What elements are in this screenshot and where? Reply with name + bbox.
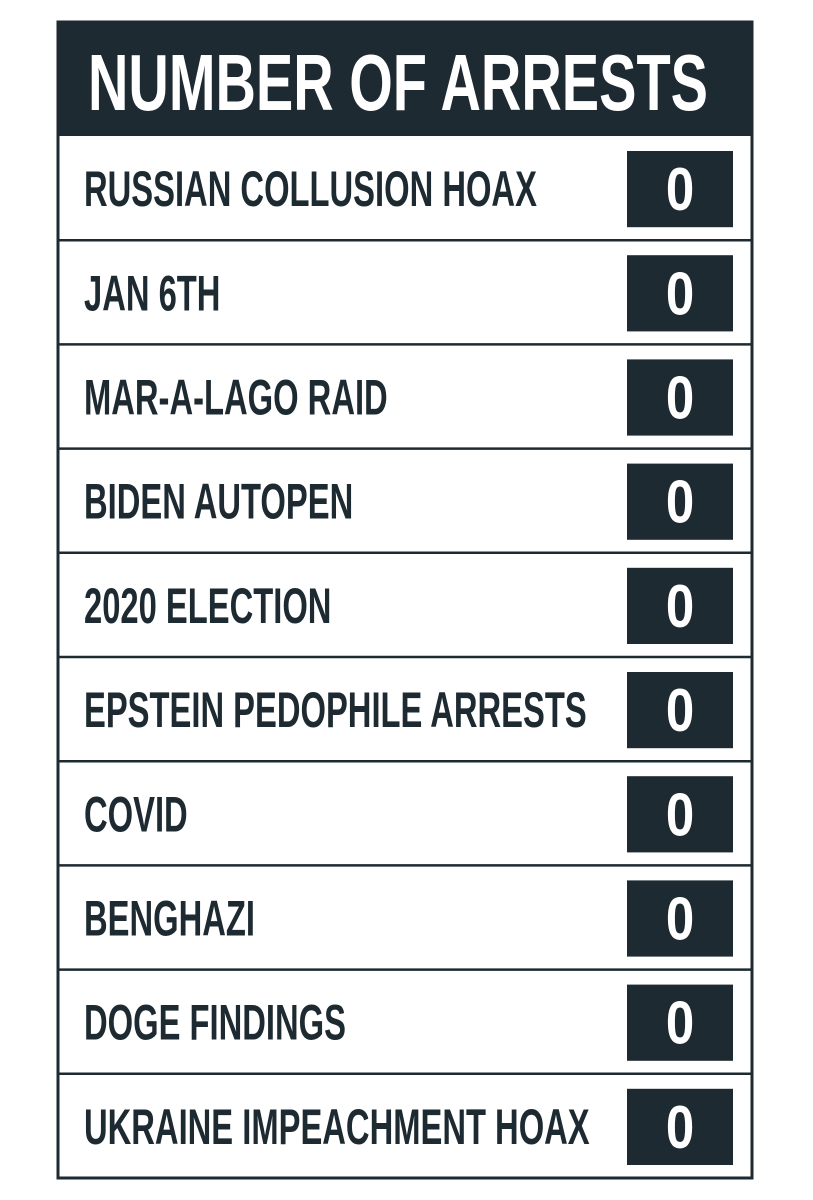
row-label: 2020 ELECTION [84,578,331,634]
value-box [627,1088,733,1165]
header-bar [58,22,752,136]
value-box [627,567,733,644]
value-box [627,776,733,853]
row-label: RUSSIAN COLLUSION HOAX [84,161,537,217]
row-label: COVID [84,786,188,842]
row-label: UKRAINE IMPEACHMENT HOAX [84,1099,590,1155]
row-label: BIDEN AUTOPEN [84,474,353,530]
row-value: 0 [666,469,694,536]
row-value: 0 [666,781,694,848]
row-label: EPSTEIN PEDOPHILE ARRESTS [84,682,587,738]
row-label: DOGE FINDINGS [84,995,346,1051]
value-box [627,672,733,749]
row-value: 0 [666,1094,694,1161]
header-title: NUMBER OF ARRESTS [88,38,708,127]
row-value: 0 [666,886,694,953]
row-value: 0 [666,990,694,1057]
row-label: MAR-A-LAGO RAID [84,370,388,426]
row-value: 0 [666,677,694,744]
value-box [627,255,733,332]
table-border [56,20,754,1180]
row-value: 0 [666,573,694,640]
value-box [627,151,733,228]
value-box [627,880,733,957]
row-label: BENGHAZI [84,891,255,947]
row-value: 0 [666,156,694,223]
row-label: JAN 6TH [84,265,220,321]
value-box [627,984,733,1061]
value-box [627,463,733,540]
row-value: 0 [666,365,694,432]
value-box [627,359,733,436]
row-value: 0 [666,260,694,327]
